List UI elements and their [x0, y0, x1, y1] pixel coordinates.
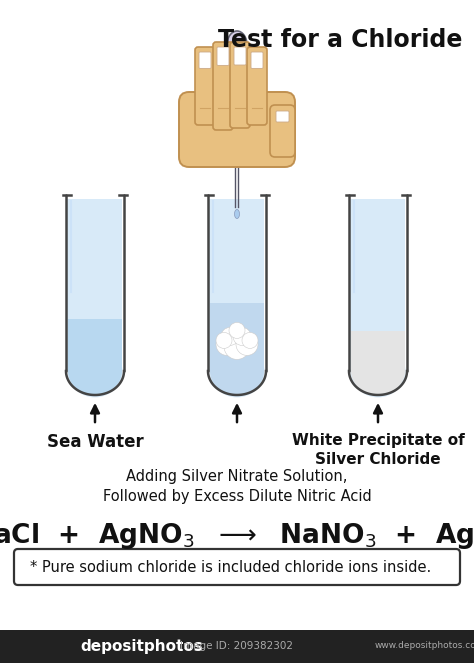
Text: Adding Silver Nitrate Solution,
Followed by Excess Dilute Nitric Acid: Adding Silver Nitrate Solution, Followed…: [103, 469, 371, 504]
Bar: [210, 303, 264, 371]
Circle shape: [221, 328, 239, 345]
Ellipse shape: [235, 210, 239, 219]
FancyBboxPatch shape: [270, 105, 295, 157]
FancyBboxPatch shape: [217, 47, 229, 66]
FancyBboxPatch shape: [234, 47, 246, 65]
Ellipse shape: [68, 347, 122, 395]
Text: NaCl  +  AgNO$_3$  $\longrightarrow$  NaNO$_3$  +  AgCl: NaCl + AgNO$_3$ $\longrightarrow$ NaNO$_…: [0, 521, 474, 551]
Text: * Pure sodium chloride is included chloride ions inside.: * Pure sodium chloride is included chlor…: [30, 560, 431, 575]
FancyBboxPatch shape: [14, 549, 460, 585]
Text: Sea Water: Sea Water: [46, 433, 143, 451]
FancyBboxPatch shape: [199, 52, 211, 68]
Circle shape: [224, 333, 250, 359]
Polygon shape: [229, 59, 245, 67]
Ellipse shape: [210, 347, 264, 395]
FancyBboxPatch shape: [195, 47, 215, 125]
Circle shape: [229, 322, 245, 338]
FancyBboxPatch shape: [247, 47, 267, 125]
Circle shape: [233, 328, 251, 345]
Text: Image ID: 209382302: Image ID: 209382302: [181, 641, 293, 651]
FancyBboxPatch shape: [276, 111, 289, 122]
Text: www.depositphotos.com: www.depositphotos.com: [375, 642, 474, 650]
Bar: [231, 67, 243, 147]
Bar: [68, 319, 122, 371]
Bar: [210, 199, 264, 371]
FancyBboxPatch shape: [179, 92, 295, 167]
Text: Test for a Chloride: Test for a Chloride: [218, 28, 462, 52]
Circle shape: [236, 333, 258, 355]
Bar: [351, 331, 405, 371]
Circle shape: [216, 333, 238, 355]
Ellipse shape: [227, 31, 247, 59]
Polygon shape: [231, 147, 243, 167]
Ellipse shape: [67, 345, 122, 397]
Bar: [67, 199, 122, 371]
Ellipse shape: [210, 345, 264, 397]
FancyBboxPatch shape: [230, 42, 250, 128]
Circle shape: [216, 332, 232, 348]
Text: White Precipitate of
Silver Chloride: White Precipitate of Silver Chloride: [292, 433, 465, 467]
Ellipse shape: [350, 345, 405, 397]
Ellipse shape: [351, 347, 405, 395]
FancyBboxPatch shape: [251, 52, 263, 68]
Bar: [0, 630, 474, 663]
Text: depositphotos: depositphotos: [80, 638, 203, 654]
Bar: [350, 199, 405, 371]
Circle shape: [242, 332, 258, 348]
FancyBboxPatch shape: [213, 42, 233, 130]
